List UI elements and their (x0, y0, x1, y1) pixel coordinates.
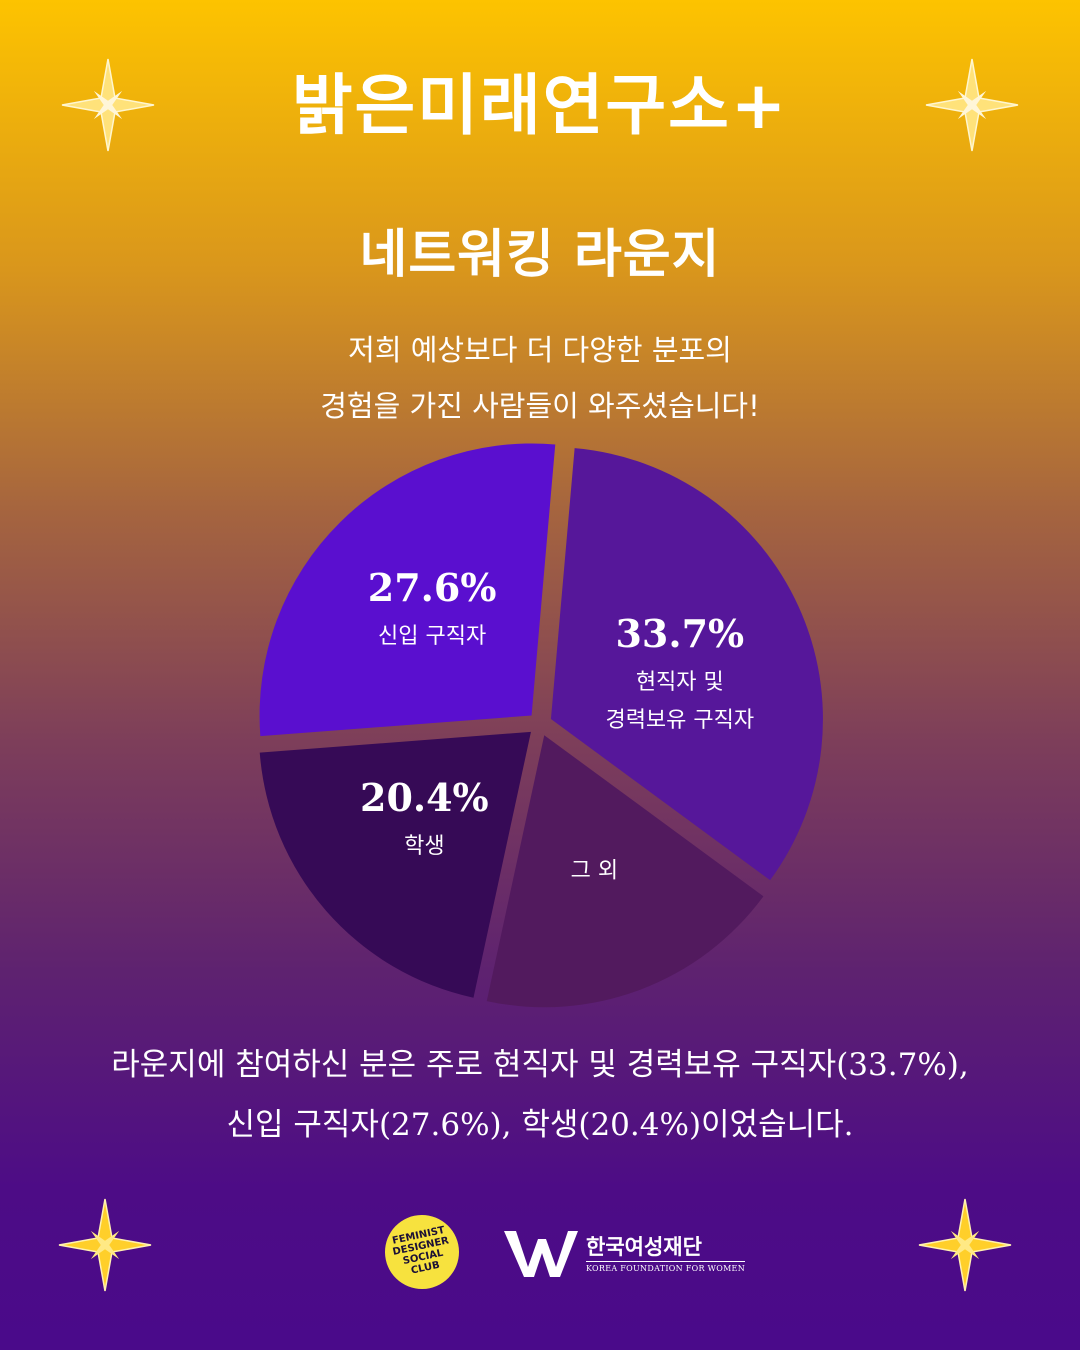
pie-slice-4 (259, 443, 556, 737)
pie-slice-1 (550, 448, 823, 881)
page-subtitle: 네트워킹 라운지 (359, 225, 721, 285)
summary-line-1: 라운지에 참여하신 분은 주로 현직자 및 경력보유 구직자(33.7%), (111, 1047, 969, 1083)
korea-foundation-for-women-mark-icon (504, 1231, 578, 1277)
korea-foundation-for-women-english: KOREA FOUNDATION FOR WOMEN (586, 1261, 745, 1273)
summary-line-2: 신입 구직자(27.6%), 학생(20.4%)이었습니다. (226, 1107, 854, 1143)
intro-line-1: 저희 예상보다 더 다양한 분포의 (348, 333, 732, 367)
korea-foundation-for-women-name: 한국여성재단 (586, 1234, 702, 1259)
footer-logos: FEMINIST DESIGNER SOCIAL CLUB 한국여성재단 KOR… (0, 1205, 1080, 1296)
intro-text: 저희 예상보다 더 다양한 분포의 경험을 가진 사람들이 와주셨습니다! (0, 322, 1080, 434)
pie-category-label-3: 학생 (404, 834, 444, 859)
feminist-designer-social-club-logo: FEMINIST DESIGNER SOCIAL CLUB (378, 1208, 466, 1296)
summary-text: 라운지에 참여하신 분은 주로 현직자 및 경력보유 구직자(33.7%), 신… (0, 1035, 1080, 1155)
pie-value-label-3: 20.4% (360, 775, 489, 820)
pie-category-label-1-line-1: 현직자 및 (636, 670, 724, 695)
pie-value-label-1: 33.7% (615, 611, 744, 656)
sparkle-top-right-icon (925, 58, 1019, 152)
page-title: 밝은미래연구소+ (291, 67, 789, 144)
sparkle-bottom-left-icon (58, 1198, 152, 1292)
pie-category-label-1-line-2: 경력보유 구직자 (605, 708, 754, 733)
pie-slice-2 (486, 735, 764, 1008)
pie-category-label-4: 신입 구직자 (378, 624, 486, 649)
sparkle-top-left-icon (61, 58, 155, 152)
pie-slice-3 (259, 731, 531, 998)
intro-line-2: 경험을 가진 사람들이 와주셨습니다! (320, 389, 760, 423)
pie-value-label-4: 27.6% (368, 565, 497, 610)
sparkle-bottom-right-icon (918, 1198, 1012, 1292)
pie-category-label-2: 그 외 (571, 858, 618, 883)
